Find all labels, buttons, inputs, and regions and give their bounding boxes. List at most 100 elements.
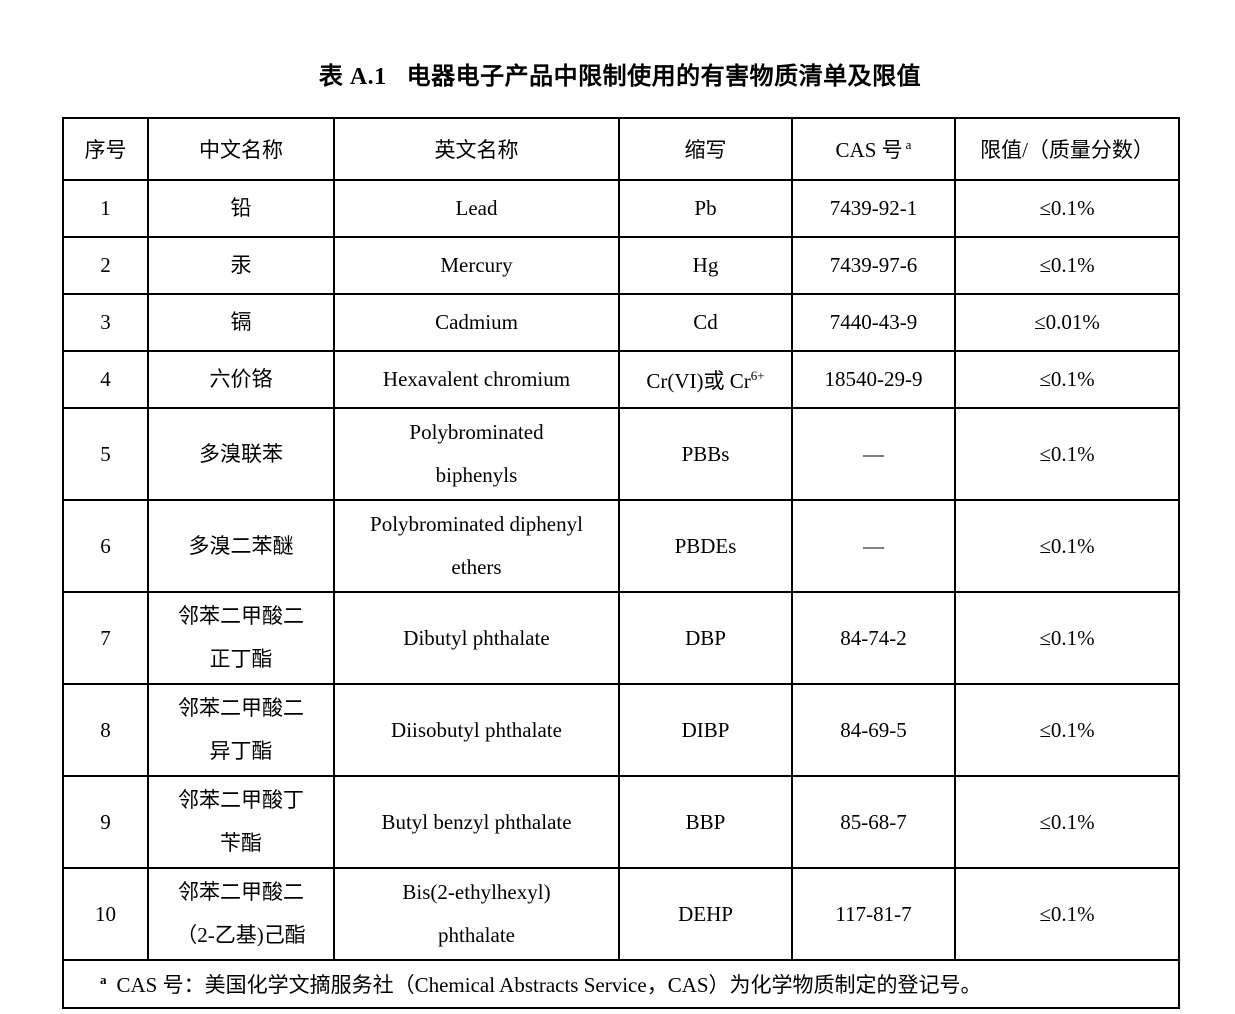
cn-name-line: 邻苯二甲酸二 [178, 696, 304, 720]
col-header-en-name: 英文名称 [333, 117, 620, 181]
table-row: 4 六价铬 Hexavalent chromium Cr(VI)或 Cr6+ 1… [62, 350, 1180, 409]
cn-name-line: 苄酯 [220, 831, 262, 855]
col-header-cn-name: 中文名称 [147, 117, 335, 181]
cell-index: 5 [62, 407, 149, 501]
cell-cn-name: 多溴联苯 [147, 407, 335, 501]
cell-cas: 7439-97-6 [791, 236, 956, 295]
cn-name-line: 邻苯二甲酸丁 [178, 788, 304, 812]
cn-name-line: 多溴联苯 [199, 441, 283, 466]
cell-limit: ≤0.1% [954, 683, 1180, 777]
cell-index: 2 [62, 236, 149, 295]
table-row: 5 多溴联苯 Polybrominated biphenyls PBBs — ≤0… [62, 407, 1180, 501]
abbr-label: BBP [685, 809, 726, 834]
table-number: 表 A.1 [318, 64, 387, 90]
cell-limit: ≤0.1% [954, 867, 1180, 961]
en-name-line: Polybrominated [409, 420, 544, 444]
cn-name-line: （2-乙基)己酯 [176, 923, 306, 947]
col-header-index: 序号 [62, 117, 149, 181]
cell-cn-name: 汞 [147, 236, 335, 295]
cell-cn-name: 铅 [147, 179, 335, 238]
cell-cn-name: 邻苯二甲酸丁 苄酯 [147, 775, 335, 869]
cell-limit: ≤0.1% [954, 179, 1180, 238]
cn-name-line: 铅 [230, 196, 252, 220]
cell-cn-name: 六价铬 [147, 350, 335, 409]
footnote-text: CAS 号：美国化学文摘服务社（Chemical Abstracts Servi… [116, 973, 982, 997]
cell-en-name: Dibutyl phthalate [333, 591, 620, 685]
table-row: 1 铅 Lead Pb 7439-92-1 ≤0.1% [62, 179, 1180, 238]
en-name-line: Diisobutyl phthalate [391, 717, 562, 742]
abbr-label: DBP [685, 625, 726, 650]
cell-en-name: Polybrominated biphenyls [333, 407, 620, 501]
col-header-abbr: 缩写 [618, 117, 793, 181]
footnote-marker: a [100, 972, 107, 987]
cell-limit: ≤0.1% [954, 350, 1180, 409]
cell-limit: ≤0.1% [954, 775, 1180, 869]
table-caption: 表 A.1 电器电子产品中限制使用的有害物质清单及限值 [62, 56, 1178, 91]
cell-cn-name: 邻苯二甲酸二 （2-乙基)己酯 [147, 867, 335, 961]
cell-en-name: Mercury [333, 236, 620, 295]
cell-en-name: Diisobutyl phthalate [333, 683, 620, 777]
en-name-line: phthalate [438, 923, 515, 947]
page-title: 电器电子产品中限制使用的有害物质清单及限值 [406, 64, 922, 90]
cell-limit: ≤0.1% [954, 407, 1180, 501]
cell-abbr: DEHP [618, 867, 793, 961]
en-name-line: Mercury [440, 253, 513, 277]
cell-abbr: Hg [618, 236, 793, 295]
col-header-limit: 限值/（质量分数） [954, 117, 1180, 181]
cell-en-name: Butyl benzyl phthalate [333, 775, 620, 869]
cell-en-name: Hexavalent chromium [333, 350, 620, 409]
cell-en-name: Bis(2-ethylhexyl) phthalate [333, 867, 620, 961]
abbr-label: PBDEs [674, 533, 737, 558]
table-row: 3 镉 Cadmium Cd 7440-43-9 ≤0.01% [62, 293, 1180, 352]
cell-limit: ≤0.1% [954, 499, 1180, 593]
cell-abbr: BBP [618, 775, 793, 869]
cell-abbr: PBBs [618, 407, 793, 501]
en-name-line: Polybrominated diphenyl [370, 512, 583, 536]
document-content: 表 A.1 电器电子产品中限制使用的有害物质清单及限值 序号 中文名称 英文名称 … [62, 0, 1180, 1009]
footnote-cell: a CAS 号：美国化学文摘服务社（Chemical Abstracts Serv… [62, 959, 1180, 1009]
en-name-line: Butyl benzyl phthalate [381, 809, 572, 834]
table-row: 7 邻苯二甲酸二 正丁酯 Dibutyl phthalate DBP 84-74-… [62, 591, 1180, 685]
table-body: 1 铅 Lead Pb 7439-92-1 ≤0.1% 2 汞 Mercury … [62, 179, 1180, 1009]
cell-abbr: DIBP [618, 683, 793, 777]
cell-cas: — [791, 407, 956, 501]
cell-abbr: DBP [618, 591, 793, 685]
cell-cas: 7439-92-1 [791, 179, 956, 238]
en-name-line: biphenyls [435, 463, 518, 487]
cell-limit: ≤0.1% [954, 236, 1180, 295]
cell-abbr: Cd [618, 293, 793, 352]
cell-cas: 85-68-7 [791, 775, 956, 869]
cell-cas: 18540-29-9 [791, 350, 956, 409]
en-name-line: Bis(2-ethylhexyl) [402, 880, 551, 904]
cn-name-line: 正丁酯 [209, 647, 273, 671]
cell-cn-name: 镉 [147, 293, 335, 352]
cn-name-line: 汞 [230, 253, 252, 277]
cas-header-superscript: a [905, 137, 912, 152]
cell-en-name: Lead [333, 179, 620, 238]
cell-cas: 117-81-7 [791, 867, 956, 961]
table-row: 8 邻苯二甲酸二 异丁酯 Diisobutyl phthalate DIBP 84… [62, 683, 1180, 777]
cell-abbr: Cr(VI)或 Cr6+ [618, 350, 793, 409]
table-row: 10 邻苯二甲酸二 （2-乙基)己酯 Bis(2-ethylhexyl) phtha… [62, 867, 1180, 961]
cell-cas: 84-69-5 [791, 683, 956, 777]
cell-index: 6 [62, 499, 149, 593]
cell-index: 8 [62, 683, 149, 777]
cell-cn-name: 邻苯二甲酸二 异丁酯 [147, 683, 335, 777]
abbr-label: DEHP [678, 901, 733, 926]
cn-name-line: 邻苯二甲酸二 [178, 604, 304, 628]
cell-index: 7 [62, 591, 149, 685]
table-row: 9 邻苯二甲酸丁 苄酯 Butyl benzyl phthalate BBP 85… [62, 775, 1180, 869]
cell-abbr: Pb [618, 179, 793, 238]
abbr-label: PBBs [681, 441, 730, 466]
abbr-superscript: 6+ [750, 367, 765, 383]
cn-name-line: 六价铬 [209, 367, 273, 391]
cas-header-label: CAS 号 [835, 138, 903, 162]
abbr-label: Pb [694, 196, 717, 220]
abbr-label: Hg [692, 253, 719, 277]
abbr-label: Cr(VI)或 Cr [646, 368, 751, 393]
en-name-line: Lead [455, 196, 498, 220]
